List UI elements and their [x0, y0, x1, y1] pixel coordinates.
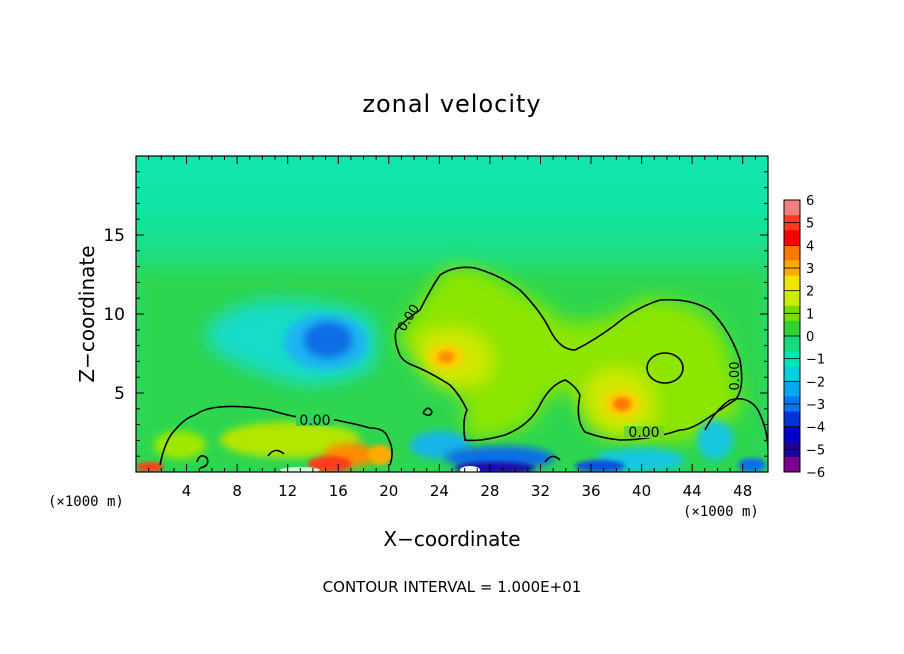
x-tick-label: 24: [430, 482, 449, 500]
y-axis-label: Z−coordinate: [75, 245, 99, 382]
x-unit-right: (×1000 m): [683, 504, 759, 520]
colorbar-label: −2: [806, 375, 825, 390]
contour-bottom-b: [267, 449, 285, 457]
contour-bottom-c: [422, 407, 433, 417]
x-tick-label: 48: [733, 482, 752, 500]
max-core-a-inner: [438, 351, 454, 363]
colorbar-swatch: [784, 381, 800, 397]
chart-title: zonal velocity: [362, 90, 541, 118]
contour-lines: [159, 266, 768, 469]
low-negative-e: [575, 460, 625, 472]
colorbar-label: −4: [806, 421, 825, 436]
y-tick-label: 15: [103, 226, 125, 246]
x-tick-labels: 4 8 12 16 20 24 28 32 36 40 44 48: [182, 482, 752, 500]
colorbar-swatch: [784, 366, 800, 382]
y-tick-label: 10: [103, 305, 125, 325]
low-positive-b: [220, 422, 360, 458]
colorbar-label: 1: [806, 307, 814, 322]
contour-bottom-a: [196, 454, 209, 469]
low-positive-a: [154, 431, 206, 459]
x-tick-label: 12: [278, 482, 297, 500]
x-tick-label: 32: [531, 482, 550, 500]
y-tick-label: 5: [114, 384, 125, 404]
colorbar-label: 5: [806, 217, 814, 232]
colorbar-label: −5: [806, 443, 825, 458]
low-negative-f: [697, 420, 733, 460]
x-tick-label: 4: [182, 482, 192, 500]
colorbar-swatch: [784, 290, 800, 307]
contour-label: 0.00: [628, 425, 659, 441]
low-positive-g: [738, 458, 766, 472]
colorbar-swatch: [784, 275, 800, 292]
colorbar-label: 6: [806, 194, 814, 209]
low-positive-f: [136, 462, 164, 472]
x-tick-label: 20: [379, 482, 398, 500]
contour-label-bg-b: [624, 426, 664, 438]
colorbar-label: 2: [806, 285, 814, 300]
max-core-b-inner: [613, 397, 631, 411]
colorbar-swatch: [784, 411, 800, 428]
colorbar-label: −1: [806, 353, 825, 368]
colorbar-label: −6: [806, 466, 825, 481]
contour-right-low: [704, 397, 768, 451]
low-positive-d: [308, 456, 352, 472]
contour-interval-note: CONTOUR INTERVAL = 1.000E+01: [323, 578, 582, 596]
colorbar-label: 0: [806, 330, 814, 345]
low-positive-e: [368, 445, 392, 465]
x-axis-label: X−coordinate: [383, 527, 520, 551]
contour-mid-upper: [394, 266, 743, 442]
colorbar-label: −3: [806, 398, 825, 413]
x-unit-left: (×1000 m): [48, 494, 124, 510]
axis-ticks: [136, 156, 768, 472]
colorbar-swatch: [784, 200, 800, 216]
contour-left-low: [159, 405, 393, 466]
colorbar-labels: 6 5 4 3 2 1 0 −1 −2 −3 −4 −5 −6: [806, 194, 825, 481]
velocity-field: [136, 156, 768, 472]
colorbar-swatch: [784, 230, 800, 246]
x-tick-label: 16: [329, 482, 348, 500]
colorbar-swatch: [784, 456, 800, 473]
contour-small-ring: [646, 352, 684, 384]
colorbar-swatch: [784, 426, 800, 443]
x-tick-label: 28: [480, 482, 499, 500]
negative-core-inner: [304, 322, 352, 358]
colorbar-swatch: [784, 320, 800, 337]
colorbar-label: 3: [806, 262, 814, 277]
x-tick-label: 8: [232, 482, 242, 500]
colorbar-label: 4: [806, 239, 814, 254]
x-tick-label: 40: [632, 482, 651, 500]
contour-label: 0.00: [728, 362, 743, 391]
x-tick-label: 36: [581, 482, 600, 500]
x-tick-label: 44: [683, 482, 702, 500]
contour-label-bg-a: [296, 414, 334, 426]
colorbar: [783, 199, 801, 473]
contour-label: 0.00: [299, 413, 330, 429]
contour-bottom-d: [544, 455, 561, 463]
colorbar-swatch: [784, 245, 800, 261]
colorbar-swatch: [784, 336, 800, 352]
y-tick-labels: 5 10 15: [103, 226, 125, 404]
